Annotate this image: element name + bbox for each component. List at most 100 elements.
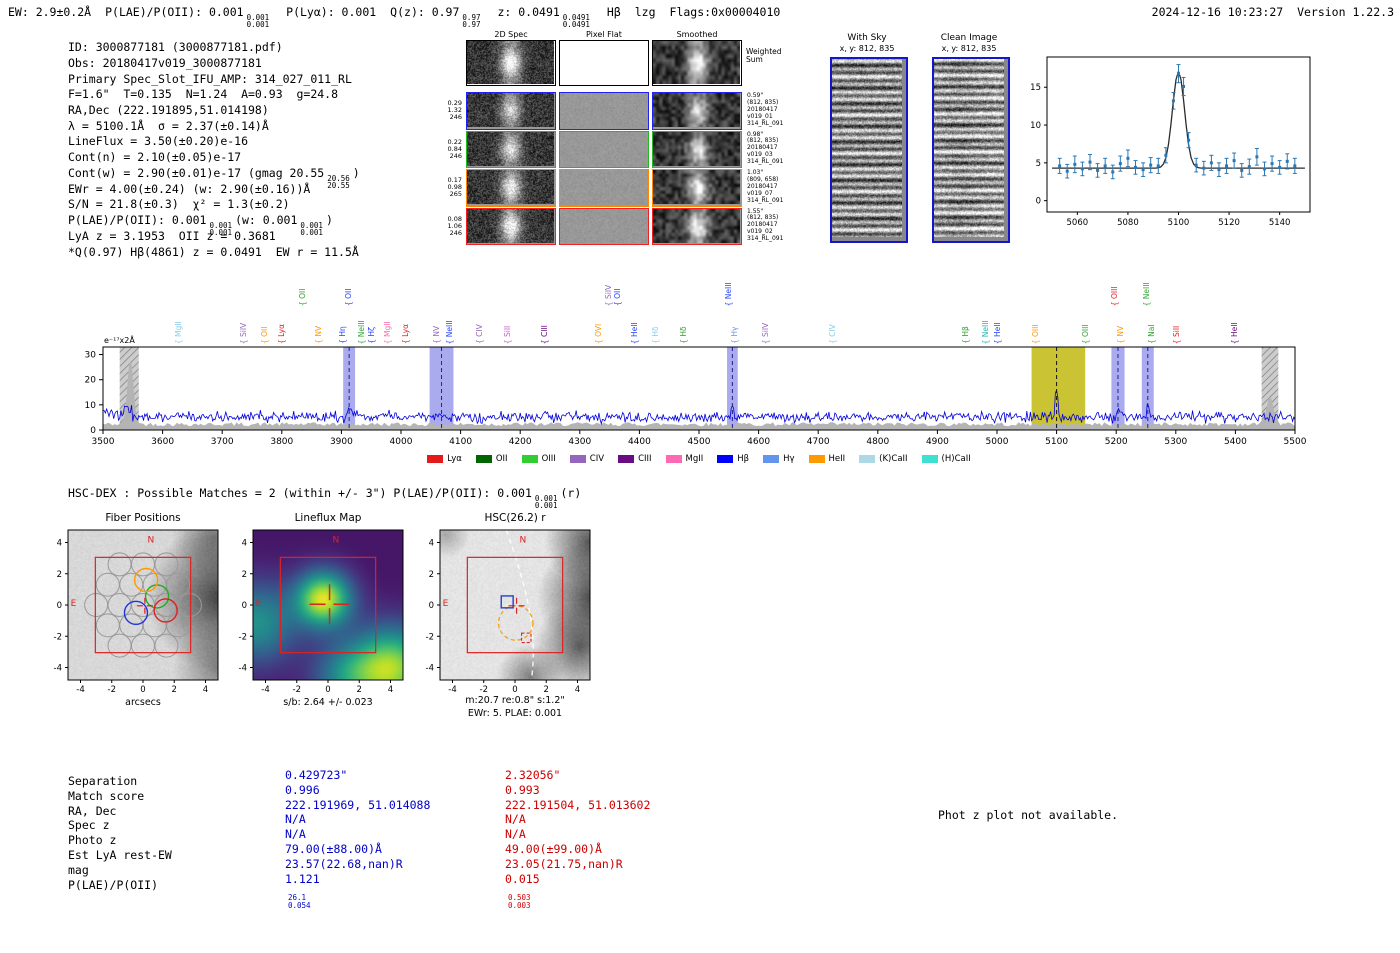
header-plae: P(LAE)/P(OII): 0.001 0.001 0.001	[105, 5, 270, 29]
x-tick-label: 5200	[1105, 437, 1128, 447]
x-tick-label: 4	[203, 685, 208, 695]
legend-label: Hγ	[783, 454, 795, 464]
x-tick-label: 5060	[1067, 218, 1089, 228]
plae-value: 0.015	[505, 871, 540, 886]
data-point	[1111, 170, 1115, 174]
emission-line-label: { HeII	[630, 322, 640, 344]
spec2d-left-values: 0.17 0.98 265	[447, 176, 462, 199]
fiber-circle	[107, 552, 132, 577]
plae-w-uncertainty: 0.001 0.001	[300, 220, 323, 237]
fiber-circle	[119, 572, 144, 597]
info-primary-spec: Primary Spec_Slot_IFU_AMP: 314_027_011_R…	[68, 72, 352, 86]
x-tick-label: 4900	[926, 437, 949, 447]
x-tick-label: 5120	[1218, 218, 1240, 228]
emission-line-label: { OII	[612, 288, 622, 306]
plae-uncertainty: 0.503 0.003	[508, 893, 531, 910]
spec2d-cutout-image	[560, 93, 647, 127]
header-line-id: Hβ	[606, 5, 621, 19]
fiber-circle	[131, 633, 155, 658]
data-point	[1065, 169, 1069, 173]
legend-swatch	[717, 455, 734, 463]
y-tick-label: 2	[429, 570, 434, 580]
fiber-circle	[95, 572, 120, 597]
match-value: 0.993	[505, 782, 540, 797]
emission-line-label: { NeIII	[724, 281, 734, 306]
fiber-circle-highlight	[123, 600, 149, 626]
data-point	[1247, 165, 1251, 169]
line-fit-chart: 5060 5080 5100 5120 5140 0 5 10 15	[1030, 56, 1311, 228]
x-tick-label: 2	[357, 685, 362, 695]
emission-line-label: { OIII	[1081, 324, 1091, 344]
spec2d-weighted-image	[467, 41, 554, 84]
summary-header: EW: 2.9±0.2Å P(LAE)/P(OII): 0.001 0.001 0.0…	[8, 5, 794, 29]
x-tick-label: 5500	[1284, 437, 1307, 447]
legend-label: CIV	[589, 454, 605, 464]
x-tick-label: 3600	[151, 437, 174, 447]
legend-item: Hγ	[763, 454, 795, 464]
match-value: N/A	[285, 827, 306, 842]
emission-line-label: { HeII	[1230, 322, 1240, 344]
info-lineflux: LineFlux = 3.50(±0.20)e-16	[68, 134, 249, 148]
y-tick-label: 4	[429, 539, 434, 549]
spec2d-left-values: 0.22 0.84 246	[447, 137, 462, 160]
lineflux-map-title: Lineflux Map	[294, 512, 362, 524]
emission-line-label: { Hβ	[961, 326, 970, 344]
spec2d-cutout-image	[653, 208, 740, 243]
edge-mask-band	[1261, 347, 1279, 430]
data-point	[1058, 164, 1062, 168]
x-tick-label: 4200	[509, 437, 532, 447]
emission-line-label: { OII	[298, 288, 308, 306]
cleanimage-image-frame	[932, 57, 1010, 243]
x-tick-label: 5300	[1164, 437, 1187, 447]
withsky-title: With Sky	[847, 33, 887, 43]
matched-line-band	[429, 347, 454, 430]
spec2d-cutout-cell	[652, 207, 742, 245]
match-value: 2.32056"	[505, 768, 561, 782]
data-point	[1194, 163, 1198, 167]
data-point	[1293, 164, 1297, 168]
legend-label: OIII	[541, 454, 556, 464]
legend-swatch	[427, 455, 444, 463]
spec2d-cutout-cell	[466, 92, 556, 130]
spec2d-cutout-image	[560, 170, 647, 204]
spec2d-cutout-image	[467, 170, 554, 204]
match-row-label: P(LAE)/P(OII)	[68, 877, 159, 892]
legend-label: HeII	[828, 454, 846, 464]
data-point	[1262, 167, 1266, 171]
x-tick-label: 4000	[390, 437, 413, 447]
emission-line-label: { CIII	[540, 324, 550, 344]
gmag-uncertainty: 20.56 20.55	[327, 173, 350, 190]
data-point	[1171, 99, 1175, 103]
x-tick-label: -2	[293, 685, 301, 695]
match-value: N/A	[505, 812, 526, 827]
compass-north: N	[147, 536, 154, 546]
match-row-label: Photo z	[68, 833, 117, 848]
extraction-box	[466, 556, 564, 654]
matched-line-band	[343, 347, 356, 430]
hsc-caption: m:20.7 re:0.8" s:1.2"	[465, 695, 565, 706]
fiber-xlabel: arcsecs	[125, 697, 161, 708]
x-tick-label: -2	[480, 685, 488, 695]
data-point	[1134, 165, 1138, 169]
spectrum-units-label: e⁻¹⁷x2Å	[104, 336, 135, 345]
x-tick-label: -2	[108, 685, 116, 695]
header-z: z: 0.0491 0.0491 0.0491	[497, 5, 590, 29]
emission-line-label: { NV	[1115, 326, 1125, 344]
emission-line-label: { OII	[260, 326, 270, 344]
spec2d-cutout-image	[653, 93, 740, 127]
y-tick-label: 2	[57, 570, 62, 580]
y-tick-label: -4	[54, 664, 62, 674]
info-wavelength: λ = 5100.1Å σ = 2.37(±0.14)Å	[68, 119, 269, 133]
x-tick-label: 4700	[807, 437, 830, 447]
emission-line-label: { HeII	[993, 322, 1003, 344]
x-tick-label: 3500	[92, 437, 115, 447]
legend-item: MgII	[665, 454, 703, 464]
y-tick-label: 0	[429, 601, 434, 611]
x-tick-label: -4	[448, 685, 456, 695]
x-tick-label: 4800	[866, 437, 889, 447]
compass-east: E	[443, 599, 449, 609]
spectrum-legend: Lyα OII OIII CIV CIII MgII Hβ Hγ HeII (K)CaII (H)C…	[103, 448, 1295, 467]
emission-line-label: { Lyα	[276, 323, 286, 344]
info-best-z: *Q(0.97) Hβ(4861) z = 0.0491 EW r = 11.5…	[68, 245, 359, 259]
hsc-caption2: EWr: 5. PLAE: 0.001	[467, 708, 563, 719]
